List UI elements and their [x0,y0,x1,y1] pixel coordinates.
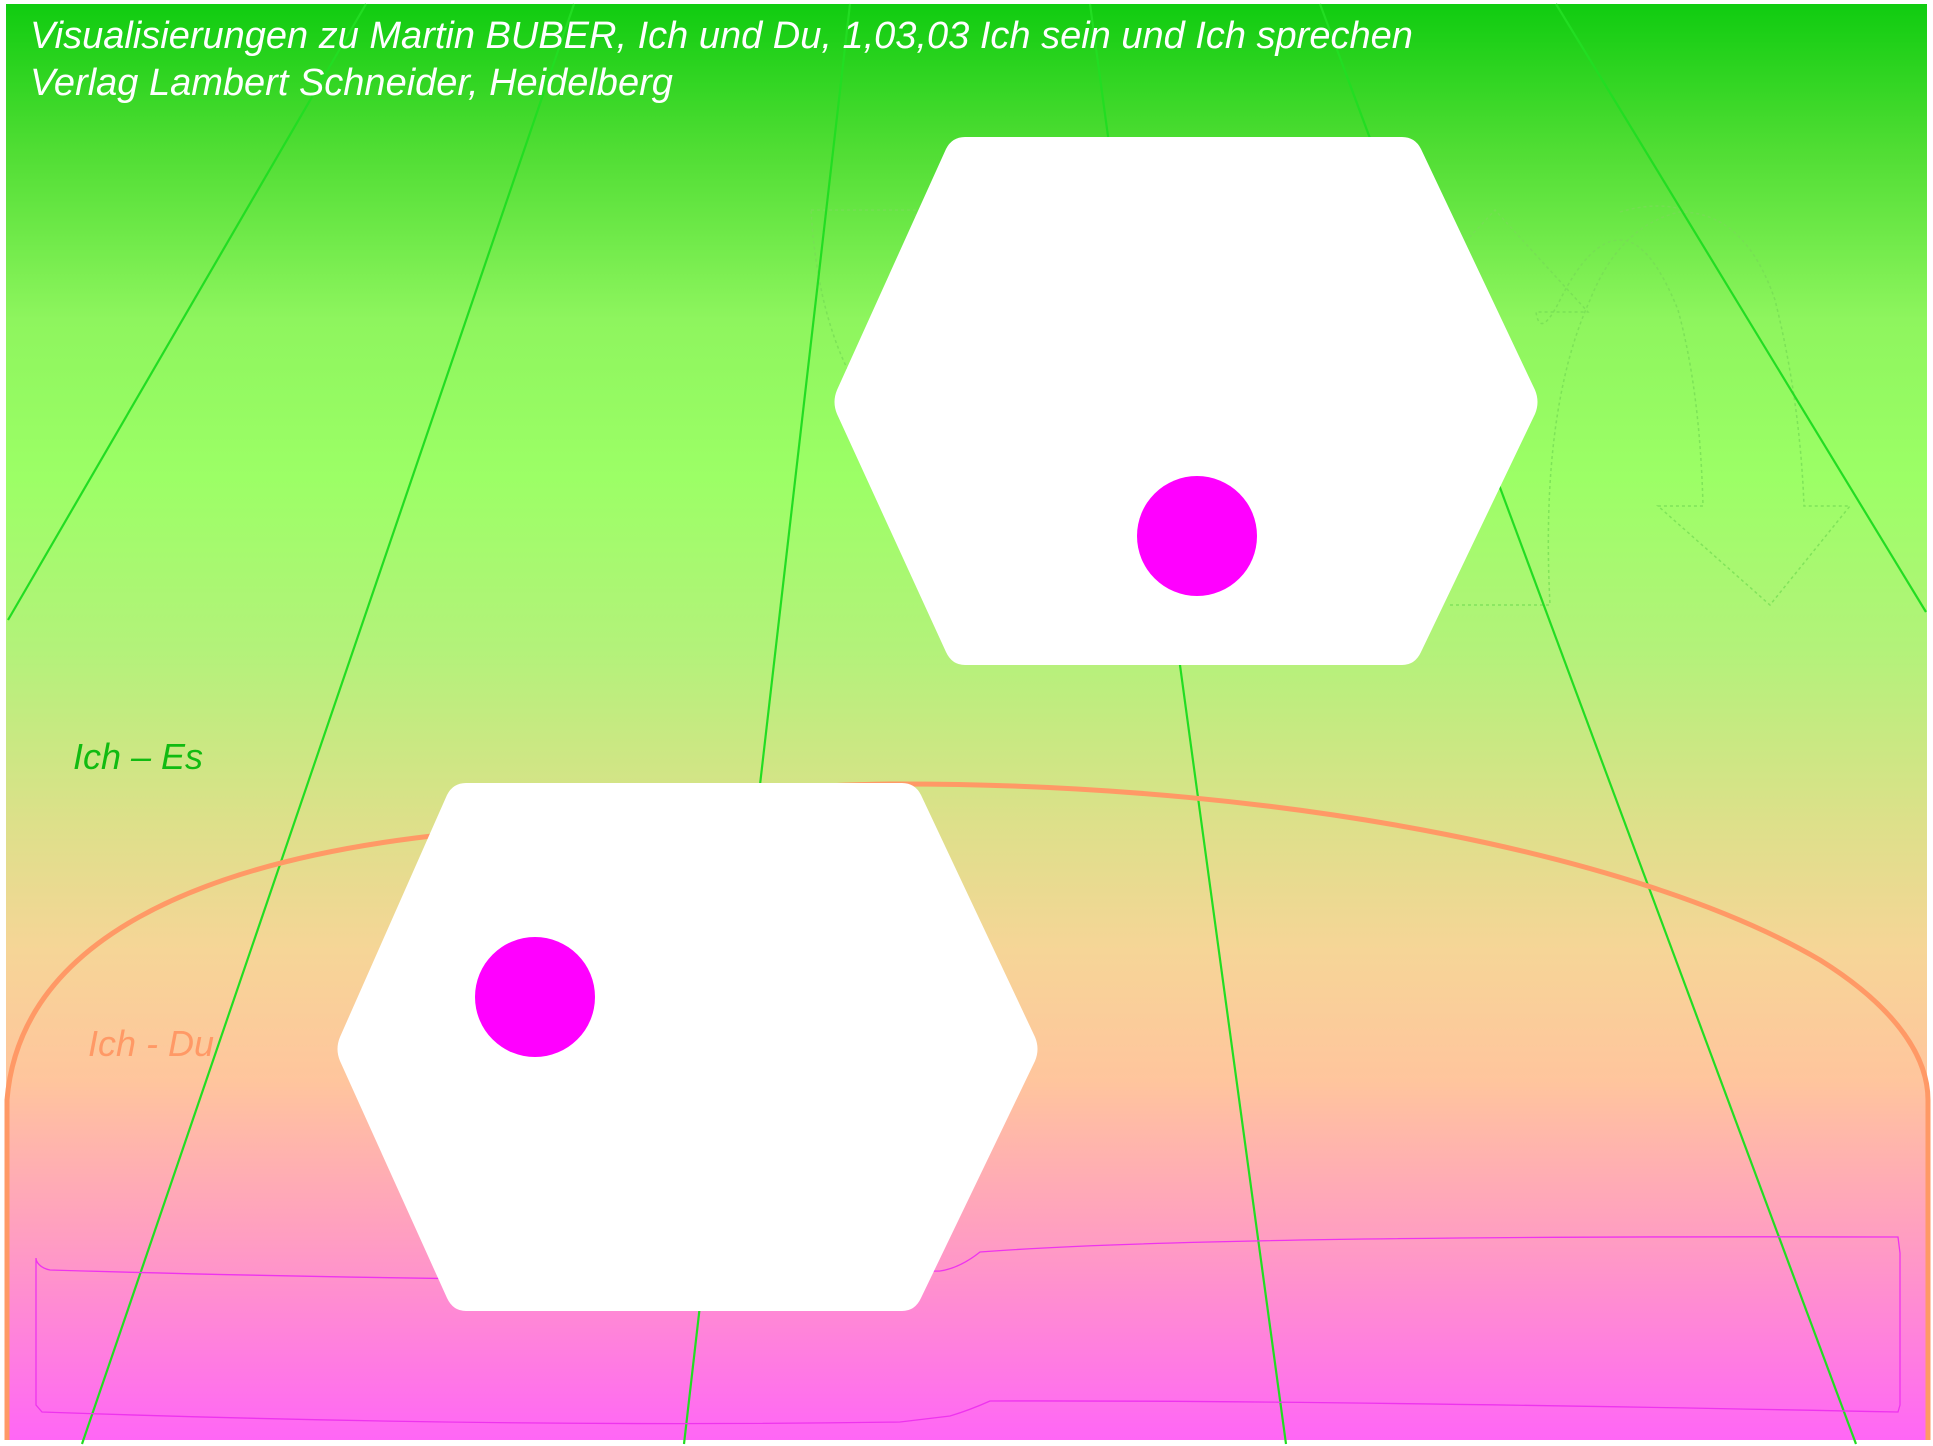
faint-arrow-left [810,209,916,431]
ich-du-inner-shell [35,1236,1901,1425]
curved-arrow-icon [1398,205,1852,607]
header-line-1: Visualisierungen zu Martin BUBER, Ich un… [30,15,1413,57]
hexagon-lower [337,783,1038,1311]
label-ich-du: Ich - Du [88,1023,214,1064]
hexagon-upper [834,137,1538,665]
magenta-dot-upper [1137,476,1257,596]
magenta-dot-lower [475,937,595,1057]
header-line-2: Verlag Lambert Schneider, Heidelberg [30,62,673,104]
label-ich-es: Ich – Es [73,736,203,777]
